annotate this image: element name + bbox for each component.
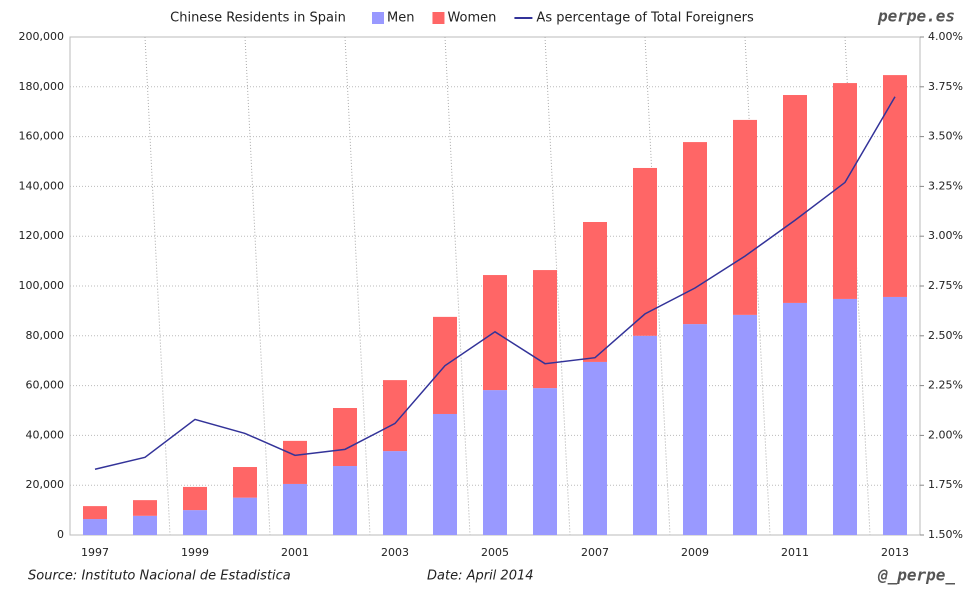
x-tick-label: 2005 xyxy=(481,546,509,559)
bar xyxy=(733,119,757,315)
y-tick-label: 140,000 xyxy=(19,179,65,192)
legend-swatch xyxy=(432,12,445,24)
bar xyxy=(283,483,307,535)
v-grid xyxy=(844,36,871,536)
v-grid xyxy=(344,36,371,536)
bar xyxy=(333,408,357,467)
y-tick-label: 100,000 xyxy=(19,279,65,292)
v-grid xyxy=(644,36,671,536)
x-tick-label: 2003 xyxy=(381,546,409,559)
bar xyxy=(833,83,857,299)
legend-swatch xyxy=(372,12,384,24)
bar xyxy=(633,335,657,535)
y-tick-label: 120,000 xyxy=(19,229,65,242)
bar xyxy=(183,510,207,535)
bar xyxy=(483,390,507,535)
bar xyxy=(383,451,407,535)
bar xyxy=(183,486,207,511)
bar xyxy=(133,500,157,516)
bar xyxy=(733,314,757,535)
x-tick-label: 1999 xyxy=(181,546,209,559)
legend-label: Men xyxy=(387,11,414,26)
y2-tick-label: 2.75% xyxy=(928,279,963,292)
x-tick-label: 2001 xyxy=(281,546,309,559)
x-tick-label: 2011 xyxy=(781,546,809,559)
bar xyxy=(283,440,307,484)
y2-tick-label: 3.25% xyxy=(928,179,963,192)
legend-label: As percentage of Total Foreigners xyxy=(536,11,754,26)
bar xyxy=(233,467,257,498)
bar xyxy=(883,75,907,297)
bar xyxy=(783,302,807,535)
bar xyxy=(433,413,457,535)
brand: perpe.es xyxy=(877,7,955,26)
bar xyxy=(833,298,857,535)
bar xyxy=(683,324,707,535)
bar xyxy=(233,497,257,535)
y-tick-label: 60,000 xyxy=(26,379,65,392)
y-tick-label: 0 xyxy=(57,528,64,541)
source: Source: Instituto Nacional de Estadistic… xyxy=(28,569,291,584)
bar xyxy=(533,388,557,535)
bar xyxy=(83,506,107,520)
bar xyxy=(83,519,107,535)
bar xyxy=(683,142,707,325)
handle: @_perpe_ xyxy=(877,566,955,585)
y2-tick-label: 2.00% xyxy=(928,428,963,441)
bar xyxy=(583,361,607,535)
x-tick-label: 2009 xyxy=(681,546,709,559)
v-grid xyxy=(544,36,571,536)
date: Date: April 2014 xyxy=(427,569,534,584)
y-tick-label: 80,000 xyxy=(26,329,65,342)
y-tick-label: 40,000 xyxy=(26,428,65,441)
y2-tick-label: 1.75% xyxy=(928,478,963,491)
x-tick-label: 2013 xyxy=(881,546,909,559)
bar xyxy=(883,296,907,535)
bar xyxy=(383,380,407,452)
bar xyxy=(583,222,607,362)
x-tick-label: 2007 xyxy=(581,546,609,559)
y-tick-label: 160,000 xyxy=(19,130,65,143)
bar xyxy=(633,167,657,336)
y2-tick-label: 2.25% xyxy=(928,379,963,392)
y2-tick-label: 3.50% xyxy=(928,130,963,143)
bar xyxy=(333,466,357,535)
y-tick-label: 200,000 xyxy=(19,30,65,43)
line xyxy=(94,96,896,470)
y-tick-label: 20,000 xyxy=(26,478,65,491)
legend-label: Women xyxy=(447,11,496,26)
y2-tick-label: 1.50% xyxy=(928,528,963,541)
bar xyxy=(783,95,807,303)
x-tick-label: 1997 xyxy=(81,546,109,559)
y2-tick-label: 4.00% xyxy=(928,30,963,43)
y2-tick-label: 3.00% xyxy=(928,229,963,242)
y-tick-label: 180,000 xyxy=(19,80,65,93)
bar xyxy=(133,515,157,535)
y2-tick-label: 3.75% xyxy=(928,80,963,93)
v-grid xyxy=(244,36,271,536)
chart-title: Chinese Residents in Spain xyxy=(170,11,346,26)
y2-tick-label: 2.50% xyxy=(928,329,963,342)
bar xyxy=(533,270,557,389)
